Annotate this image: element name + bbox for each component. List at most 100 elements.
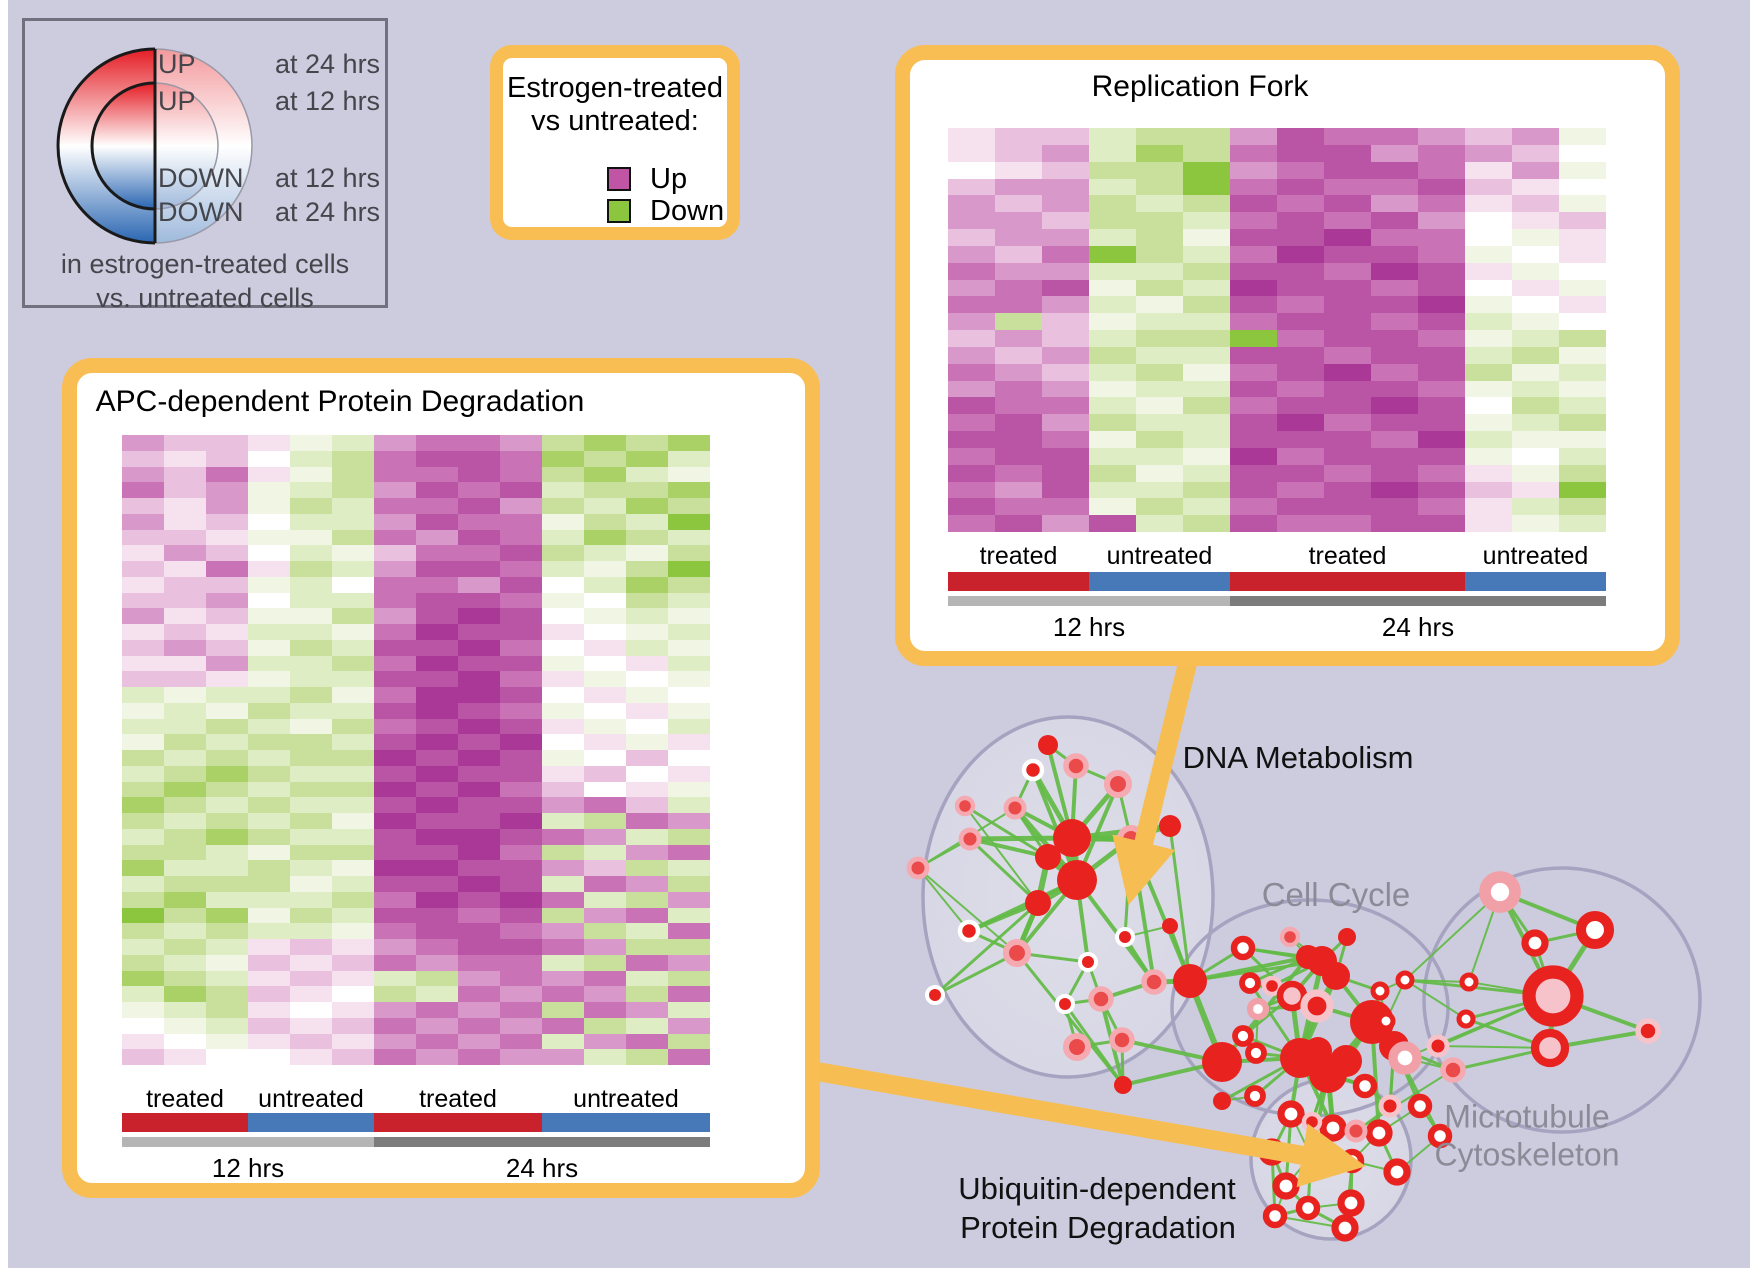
heatmap-cell <box>1512 313 1559 330</box>
heatmap-cell <box>500 687 542 703</box>
heatmap-cell <box>1089 330 1136 347</box>
heatmap-cell <box>290 923 332 939</box>
heatmap-cell <box>1512 447 1559 465</box>
heatmap-cell <box>1418 464 1465 482</box>
heatmap-cell <box>1230 212 1277 229</box>
heatmap-cell <box>1465 144 1512 162</box>
heatmap-cell <box>1230 245 1277 263</box>
heatmap-cell <box>206 907 248 924</box>
heatmap-cell <box>948 195 995 213</box>
heatmap-cell <box>1183 313 1230 330</box>
sample-group-label: treated <box>419 1085 497 1113</box>
heatmap-cell <box>206 1033 248 1050</box>
heatmap-cell <box>332 844 374 861</box>
heatmap-cell <box>995 363 1042 381</box>
heatmap-cell <box>122 1033 164 1050</box>
gene-node <box>1239 972 1261 994</box>
heatmap-cell <box>1371 229 1418 246</box>
heatmap-cell <box>290 671 332 687</box>
heatmap-cell <box>668 561 710 577</box>
heatmap-cell <box>374 781 416 798</box>
heatmap-cell <box>500 844 542 861</box>
network-edge <box>933 951 1019 997</box>
heatmap-cell <box>1089 397 1136 415</box>
heatmap-cell <box>1277 195 1324 213</box>
heatmap-cell <box>122 498 164 514</box>
heatmap-cell <box>1230 346 1277 364</box>
heatmap-cell <box>206 923 248 939</box>
heatmap-cell <box>668 1033 710 1050</box>
heatmap-cell <box>948 245 995 263</box>
heatmap-cell <box>1277 346 1324 364</box>
heatmap-cell <box>332 939 374 955</box>
time-label: 12 hrs <box>1052 612 1126 642</box>
heatmap-cell <box>1183 279 1230 297</box>
heatmap-cell <box>1465 245 1512 263</box>
heatmap-cell <box>374 797 416 813</box>
sample-group-label: treated <box>1308 542 1387 570</box>
heatmap-cell <box>122 1017 164 1034</box>
heatmap-cell <box>1277 397 1324 415</box>
heatmap-cell <box>1042 195 1089 213</box>
network-edge <box>1404 979 1467 1020</box>
heatmap-cell <box>1512 414 1559 431</box>
heatmap-cell <box>290 639 332 656</box>
down-12-label: DOWN <box>158 163 244 193</box>
gene-node <box>1440 1057 1466 1083</box>
heatmap-cell <box>1230 229 1277 246</box>
heatmap-cell <box>416 655 458 672</box>
heatmap-cell <box>122 954 164 971</box>
heatmap-cell <box>332 513 374 530</box>
heatmap-cell <box>542 671 584 687</box>
heatmap-cell <box>1089 178 1136 196</box>
heatmap-cell <box>374 498 416 514</box>
heatmap-cell <box>1324 414 1371 431</box>
outer-right-arc <box>154 48 253 244</box>
heatmap-cell <box>626 750 668 766</box>
heatmap-cell <box>500 1033 542 1050</box>
heatmap-cell <box>164 592 206 609</box>
heatmap-cell <box>122 655 164 672</box>
heatmap-cell <box>1136 279 1183 297</box>
heatmap-cell <box>122 844 164 861</box>
heatmap-cell <box>122 813 164 829</box>
heatmap-cell <box>626 781 668 798</box>
heatmap-cell <box>1512 397 1559 415</box>
heatmap-cell <box>1042 498 1089 516</box>
heatmap-cell <box>542 1017 584 1034</box>
heatmap-cell <box>500 655 542 672</box>
heatmap-cell <box>995 279 1042 297</box>
heatmap-cell <box>584 545 626 561</box>
heatmap-cell <box>626 970 668 987</box>
heatmap-cell <box>542 513 584 530</box>
heatmap-cell <box>1324 128 1371 145</box>
heatmap-cell <box>416 435 458 451</box>
heatmap-cell <box>290 813 332 829</box>
heatmap-cell <box>500 561 542 577</box>
heatmap-cell <box>1559 229 1606 246</box>
heatmap-cell <box>584 907 626 924</box>
heatmap-cell <box>332 986 374 1002</box>
heatmap-cell <box>416 592 458 609</box>
heatmap-cell <box>948 161 995 179</box>
heatmap-cell <box>1230 380 1277 398</box>
heatmap-cell <box>374 1033 416 1050</box>
heatmap-cell <box>1371 178 1418 196</box>
heatmap-cell <box>248 671 290 687</box>
heatmap-cell <box>584 876 626 892</box>
heatmap-cell <box>332 1002 374 1018</box>
heatmap-cell <box>332 529 374 546</box>
heatmap-cell <box>1042 481 1089 499</box>
gene-node <box>958 827 982 851</box>
heatmap-cell <box>948 313 995 330</box>
heatmap-cell <box>374 813 416 829</box>
heatmap-cell <box>500 1017 542 1034</box>
heatmap-cell <box>290 718 332 735</box>
gene-node <box>1352 1073 1378 1099</box>
heatmap-cell <box>584 671 626 687</box>
heatmap-cell <box>458 781 500 798</box>
heatmap-cell <box>542 1002 584 1018</box>
heatmap-cell <box>995 414 1042 431</box>
heatmap-cell <box>290 624 332 640</box>
heatmap-cell <box>1089 414 1136 431</box>
